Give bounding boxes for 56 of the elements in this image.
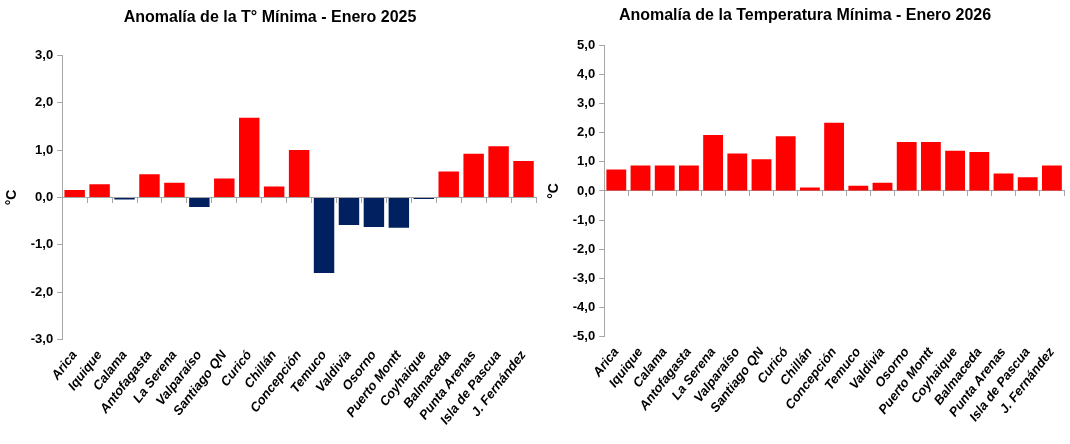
bar [189, 197, 210, 207]
bar [363, 197, 385, 227]
y-tick-label: 3,0 [577, 95, 596, 111]
bar [488, 146, 509, 197]
bar [751, 159, 772, 191]
y-tick-label: -3,0 [572, 270, 596, 286]
chart-title: Anomalía de la Temperatura Mínima - Enero 2026 [618, 6, 992, 24]
bar [239, 117, 260, 197]
bar [896, 142, 917, 191]
bar [139, 174, 160, 197]
y-tick-label: 4,0 [577, 65, 596, 81]
bar [969, 151, 990, 191]
bar [438, 171, 459, 197]
bar [513, 160, 534, 197]
y-tick-label: -4,0 [572, 299, 596, 315]
y-tick-label: 0,0 [577, 182, 596, 198]
y-tick-label: 1,0 [35, 141, 54, 157]
bar [920, 142, 941, 191]
bar [824, 122, 845, 191]
bar [388, 197, 410, 228]
bar [945, 150, 966, 191]
bar [463, 153, 484, 197]
y-tick-label: 2,0 [577, 124, 596, 140]
y-tick-label: 1,0 [577, 153, 596, 169]
bar [654, 165, 675, 191]
bar [678, 165, 699, 191]
chart-title: Anomalía de la T° Mínima - Enero 2025 [123, 8, 417, 26]
bar [288, 150, 310, 197]
bar [630, 165, 651, 191]
bar [164, 182, 185, 197]
bar [799, 187, 820, 191]
bar [703, 135, 724, 191]
bar [993, 173, 1014, 191]
y-axis-title: °C [545, 183, 562, 199]
bar [1041, 165, 1062, 191]
bar [89, 184, 110, 197]
y-tick-label: 2,0 [35, 94, 54, 110]
y-tick-label: -5,0 [572, 328, 596, 344]
y-tick-label: 3,0 [35, 46, 54, 62]
bar [338, 197, 360, 225]
y-tick-label: -2,0 [30, 283, 54, 299]
bar [606, 169, 627, 191]
y-tick-label: -1,0 [572, 211, 596, 227]
bar [313, 197, 335, 273]
bar [214, 178, 235, 197]
y-axis-title: °C [3, 189, 20, 206]
y-tick-label: 0,0 [35, 189, 54, 205]
bar [64, 189, 85, 197]
y-tick-label: -2,0 [572, 240, 596, 256]
bar [727, 153, 748, 191]
y-tick-label: -3,0 [30, 331, 54, 347]
bar [1017, 177, 1038, 191]
bar [775, 136, 796, 191]
y-tick-label: -1,0 [30, 236, 54, 252]
y-tick-label: 5,0 [577, 36, 596, 52]
bar [263, 186, 285, 197]
